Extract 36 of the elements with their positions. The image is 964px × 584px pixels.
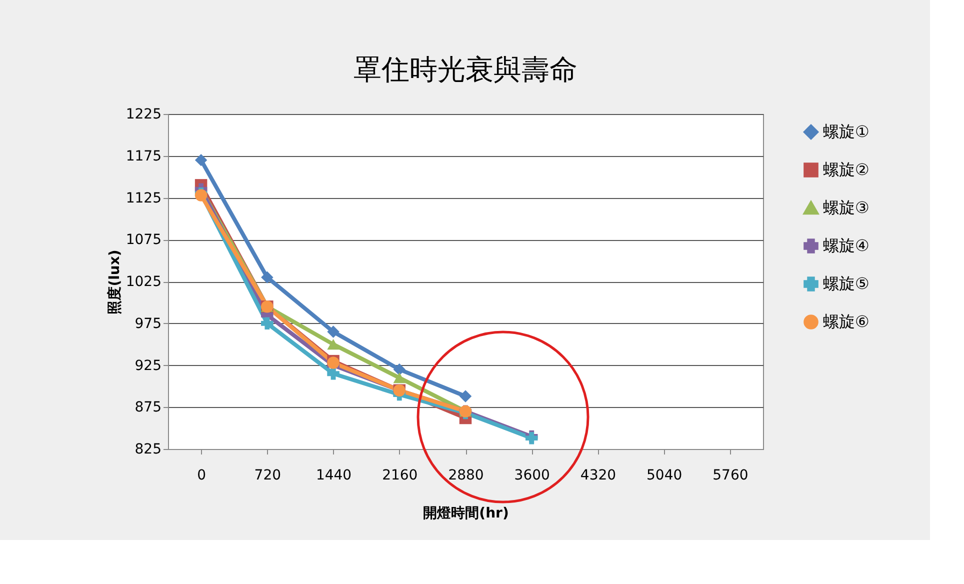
legend-label: 螺旋③ <box>823 198 870 217</box>
legend-label: 螺旋① <box>823 122 870 141</box>
point <box>393 372 406 384</box>
x-tick-label: 5760 <box>712 468 748 484</box>
y-axis-title: 照度(lux) <box>106 250 123 314</box>
x-tick-label: 1440 <box>316 468 352 484</box>
point <box>327 326 340 338</box>
point <box>459 390 472 402</box>
x-axis-title: 開燈時間(hr) <box>423 506 509 522</box>
legend-label: 螺旋② <box>823 160 870 179</box>
chart-title: 罩住時光衰與壽命 <box>354 53 578 86</box>
y-tick-label: 1025 <box>126 274 162 290</box>
x-tick-label: 2880 <box>448 468 484 484</box>
point <box>261 271 274 284</box>
x-tick-label: 720 <box>254 468 282 484</box>
y-tick-label: 1075 <box>126 232 162 248</box>
point <box>327 368 340 380</box>
y-tick-label: 825 <box>134 442 162 458</box>
x-tick-label: 2160 <box>382 468 418 484</box>
x-tick-label: 4320 <box>580 468 616 484</box>
x-tick-label: 0 <box>197 468 206 484</box>
legend-label: 螺旋⑤ <box>823 274 870 293</box>
point <box>194 154 208 166</box>
point <box>327 339 340 350</box>
y-tick-label: 1225 <box>126 106 162 122</box>
y-tick-label: 1175 <box>126 148 162 164</box>
point <box>261 317 274 330</box>
x-tick-label: 3600 <box>514 468 550 484</box>
y-tick-label: 975 <box>134 316 162 332</box>
legend-label: 螺旋⑥ <box>823 312 870 331</box>
legend-label: 螺旋④ <box>823 236 870 255</box>
y-tick-label: 875 <box>134 400 162 416</box>
x-tick-label: 5040 <box>646 468 682 484</box>
point <box>393 363 406 376</box>
y-tick-label: 1125 <box>126 190 162 206</box>
y-tick-label: 925 <box>134 358 162 374</box>
